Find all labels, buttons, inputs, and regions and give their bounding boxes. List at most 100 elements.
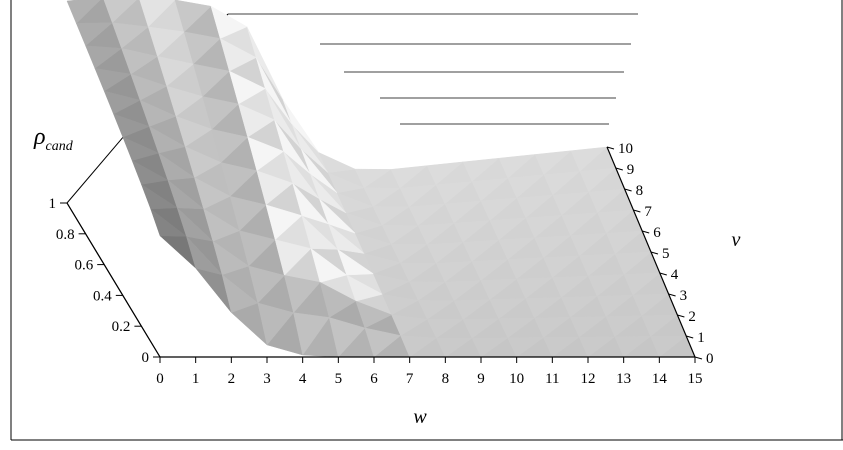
surface-facet [75,22,113,47]
surface-facet [150,208,188,237]
surface-facet [210,5,248,39]
surface-facet [453,299,491,320]
y-tick-mark [615,167,623,171]
surface-facet [605,230,643,255]
surface-facet [534,235,572,259]
surface-facet [623,272,661,296]
z-axis-line [66,202,161,358]
surface-facet [543,336,580,358]
surface-facet [489,298,527,320]
surface-facet [113,113,151,138]
surface-facet [122,136,160,161]
surface-facet [480,197,518,221]
surface-facet [471,337,509,358]
y-tick-mark [659,272,667,276]
surface-facet [328,317,366,358]
surface-facet [319,281,357,318]
surface-facet [282,99,320,153]
z-axis-label-sub: cand [46,139,74,154]
surface-facet [408,281,446,301]
surface-facet [462,239,500,262]
surface-facet [552,275,589,298]
surface-facet [147,26,185,57]
z-tick-label: 0 [142,350,150,366]
surface-facet [94,68,132,92]
x-tick-label: 2 [228,371,236,387]
surface-facet [605,315,643,338]
surface-facet [318,152,356,173]
surface-facet [319,198,356,234]
x-tick-label: 4 [299,371,307,387]
surface-facet [221,274,259,313]
surface-facet [212,240,250,276]
surface-facet [641,314,679,337]
surface-facet [489,217,527,241]
surface-facet [228,70,266,105]
surface-facet [569,316,607,338]
y-tick-mark [686,335,694,339]
y-tick-label: 5 [662,246,670,262]
surface-facet [597,209,635,234]
surface-facet [435,181,473,205]
x-tick-label: 11 [545,371,559,387]
surface-facet [453,220,491,243]
surface-facet [140,183,178,210]
surface-facet [300,148,338,194]
x-tick-label: 12 [581,371,596,387]
surface-facet [391,314,429,336]
surface-facet [354,232,392,254]
y-tick-mark [677,314,685,318]
surface-facet [435,337,473,358]
x-tick-label: 15 [688,371,703,387]
surface-facet [399,262,437,282]
surface-facet [507,174,545,199]
surface-facet [66,0,101,24]
surface-facet [480,278,518,300]
x-tick-label: 3 [263,371,271,387]
surface-facet [131,160,169,185]
surface-facet [265,88,302,150]
surface-facet [578,336,616,358]
surface-facet [498,154,536,179]
surface-facet [498,237,536,260]
z-tick-label: 0.8 [56,227,75,243]
y-tick-mark [633,209,641,213]
surface-facet [337,248,375,276]
surface-facet [256,170,294,206]
y-tick-label: 0 [706,351,714,367]
surface-facet [293,312,330,356]
y-tick-mark [606,146,615,150]
surface-facet [507,337,545,358]
surface-facet [417,222,455,245]
surface-facet [390,165,428,189]
surface-facet [417,300,455,320]
surface-facet [355,300,393,329]
surface-facet [183,31,221,65]
surface-facet [543,171,581,196]
surface-facet [462,157,500,182]
surface-facet [382,293,419,316]
surface-facet [632,293,670,317]
surface-facet [516,277,554,299]
surface-facet [516,194,554,219]
surface-facet [265,204,303,241]
x-axis-label: w [413,406,427,428]
surface-facet [103,0,137,24]
surface-facet [220,162,258,197]
surface-facet [176,206,214,242]
surface-facet [579,167,617,193]
surface-facet [157,56,194,87]
y-tick-label: 8 [636,183,644,199]
z-tick-label: 0.2 [112,319,131,335]
surface-facet [462,318,500,339]
surface-facet [525,214,563,239]
x-tick-label: 9 [477,371,485,387]
y-tick-label: 3 [680,288,688,304]
surface-facet [435,261,473,283]
surface-facet [552,191,590,216]
surface-facet [336,192,374,214]
surface-facet [255,57,293,125]
surface-facet [408,203,446,227]
surface-facet [139,99,177,127]
